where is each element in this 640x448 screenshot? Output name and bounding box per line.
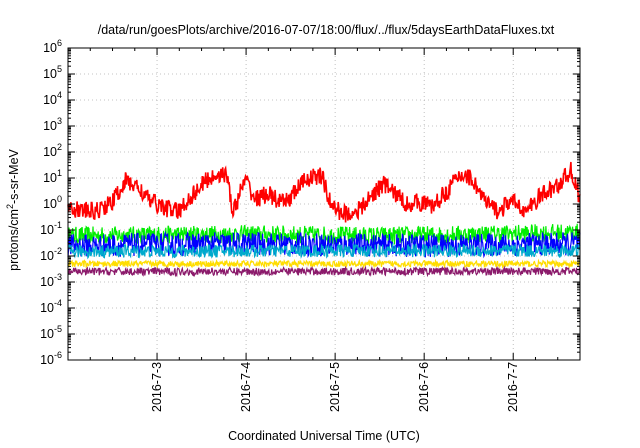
series-line-1 [67, 230, 581, 259]
y-tick-base: 10 [43, 93, 57, 107]
y-tick-exp: 3 [57, 116, 62, 126]
series-line-2 [67, 242, 581, 260]
x-tick-label: 2016-7-3 [150, 362, 164, 412]
y-axis-label-rest: -s-sr-MeV [7, 148, 21, 204]
y-tick-label: 10-3 [40, 272, 62, 289]
y-tick-label: 105 [43, 64, 62, 81]
y-tick-base: 10 [40, 301, 54, 315]
series-line-3 [67, 258, 581, 270]
x-axis-label: Coordinated Universal Time (UTC) [228, 429, 420, 443]
y-tick-exp: -1 [54, 220, 62, 230]
y-tick-base: 10 [43, 171, 57, 185]
y-axis: 10-610-510-410-310-210-11001011021031041… [40, 38, 580, 367]
y-tick-base: 10 [40, 249, 54, 263]
y-tick-label: 10-5 [40, 324, 62, 341]
y-tick-exp: -5 [54, 324, 62, 334]
y-tick-label: 104 [43, 90, 62, 107]
series-line-4 [67, 265, 581, 278]
y-tick-exp: 1 [57, 168, 62, 178]
y-axis-label-base: protons/cm [7, 209, 21, 271]
x-tick-label: 2016-7-7 [506, 362, 520, 412]
y-tick-base: 10 [40, 275, 54, 289]
y-tick-label: 106 [43, 38, 62, 55]
y-tick-label: 10-4 [40, 298, 62, 315]
y-tick-base: 10 [43, 119, 57, 133]
x-tick-label: 2016-7-5 [328, 362, 342, 412]
y-axis-label: protons/cm2-s-sr-MeV [5, 148, 21, 270]
y-tick-exp: -6 [54, 350, 62, 360]
y-tick-label: 101 [43, 168, 62, 185]
x-axis: 2016-7-3 2016-7-4 2016-7-5 2016-7-6 2016-7-7 [89, 48, 581, 412]
y-tick-base: 10 [43, 145, 57, 159]
y-tick-exp: 2 [57, 142, 62, 152]
y-tick-base: 10 [43, 67, 57, 81]
y-tick-label: 102 [43, 142, 62, 159]
y-tick-label: 10-6 [40, 350, 62, 367]
y-tick-exp: 6 [57, 38, 62, 48]
y-tick-exp: 5 [57, 64, 62, 74]
y-tick-exp: 0 [57, 194, 62, 204]
y-tick-label: 10-1 [40, 220, 62, 237]
y-tick-label: 103 [43, 116, 62, 133]
y-tick-label: 100 [43, 194, 62, 211]
y-tick-base: 10 [43, 197, 57, 211]
grid-lines [68, 48, 580, 360]
y-tick-exp: 4 [57, 90, 62, 100]
y-tick-base: 10 [40, 353, 54, 367]
y-tick-base: 10 [40, 223, 54, 237]
x-tick-label: 2016-7-4 [239, 362, 253, 412]
y-tick-exp: -3 [54, 272, 62, 282]
series-layer [67, 161, 581, 278]
y-tick-exp: -4 [54, 298, 62, 308]
y-tick-base: 10 [43, 41, 57, 55]
y-tick-label: 10-2 [40, 246, 62, 263]
y-tick-base: 10 [40, 327, 54, 341]
chart-title: /data/run/goesPlots/archive/2016-07-07/1… [98, 23, 555, 37]
series-line-5 [67, 161, 581, 223]
y-tick-exp: -2 [54, 246, 62, 256]
x-tick-label: 2016-7-6 [417, 362, 431, 412]
y-axis-label-sup: 2 [5, 204, 15, 209]
